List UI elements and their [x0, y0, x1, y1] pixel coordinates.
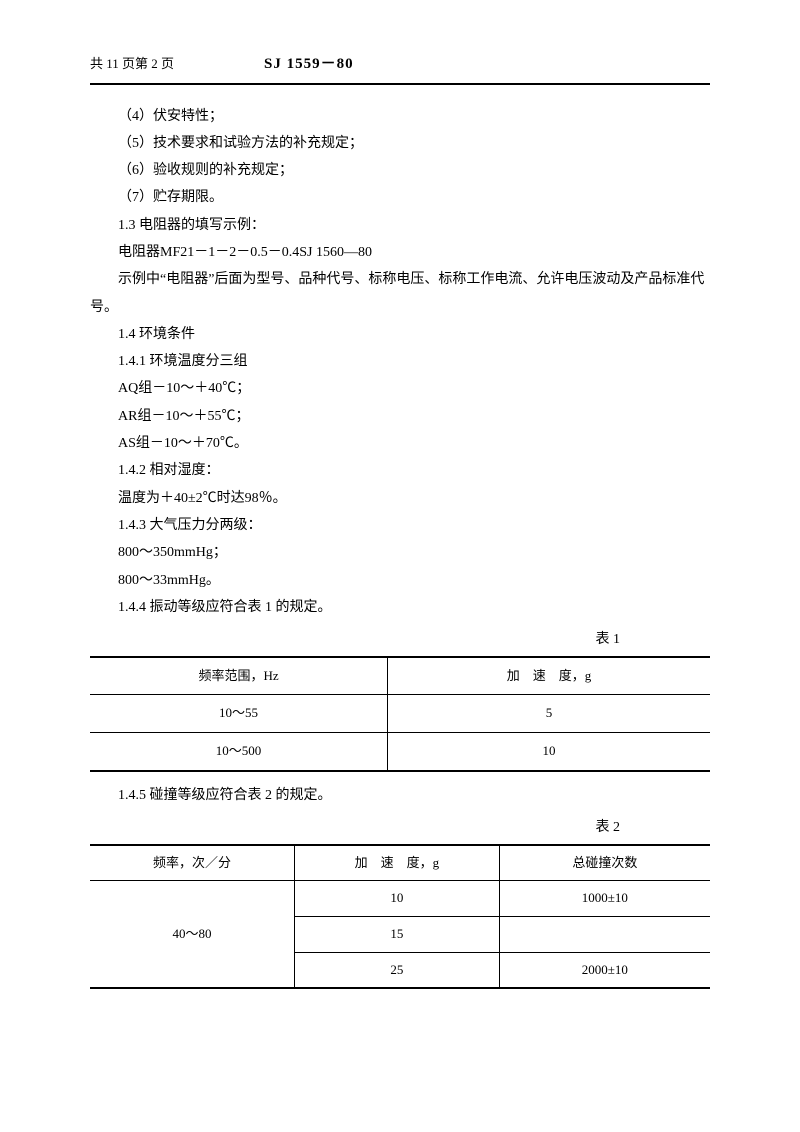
- para: 示例中“电阻器”后面为型号、品种代号、标称电压、标称工作电流、允许电压波动及产品…: [90, 266, 710, 321]
- cell: [499, 917, 710, 953]
- col-header: 加 速 度，g: [388, 657, 710, 695]
- para: 1.4.5 碰撞等级应符合表 2 的规定。: [90, 782, 710, 809]
- para: AS组－10～＋70℃。: [90, 430, 710, 457]
- para: 1.4.3 大气压力分两级：: [90, 512, 710, 539]
- cell: 15: [295, 917, 500, 953]
- para: 1.3 电阻器的填写示例：: [90, 212, 710, 239]
- table-row: 40～80 10 1000±10: [90, 881, 710, 917]
- table-row: 10～55 5: [90, 695, 710, 733]
- table-1: 频率范围，Hz 加 速 度，g 10～55 5 10～500 10: [90, 656, 710, 772]
- table-row: 10～500 10: [90, 733, 710, 771]
- para: 电阻器MF21－1－2－0.5－0.4SJ 1560—80: [90, 239, 710, 266]
- para: AR组－10～＋55℃；: [90, 403, 710, 430]
- para: （4）伏安特性；: [90, 103, 710, 130]
- header-rule: [90, 83, 710, 85]
- para: 1.4.4 振动等级应符合表 1 的规定。: [90, 594, 710, 621]
- para: 800～350mmHg；: [90, 539, 710, 566]
- col-header: 总碰撞次数: [499, 845, 710, 881]
- cell: 1000±10: [499, 881, 710, 917]
- cell: 2000±10: [499, 952, 710, 988]
- table1-caption: 表 1: [90, 627, 710, 654]
- cell: 5: [388, 695, 710, 733]
- mid-text: 1.4.5 碰撞等级应符合表 2 的规定。: [90, 782, 710, 809]
- cell: 10～55: [90, 695, 388, 733]
- cell: 10～500: [90, 733, 388, 771]
- table-header-row: 频率范围，Hz 加 速 度，g: [90, 657, 710, 695]
- col-header: 加 速 度，g: [295, 845, 500, 881]
- para: 温度为＋40±2℃时达98％。: [90, 485, 710, 512]
- cell: 10: [295, 881, 500, 917]
- table2-caption: 表 2: [90, 815, 710, 842]
- para: 1.4.2 相对湿度：: [90, 457, 710, 484]
- para: （6）验收规则的补充规定；: [90, 157, 710, 184]
- cell: 10: [388, 733, 710, 771]
- cell-freq: 40～80: [90, 881, 295, 989]
- para: （7）贮存期限。: [90, 184, 710, 211]
- para: 1.4.1 环境温度分三组: [90, 348, 710, 375]
- table-2: 频率，次／分 加 速 度，g 总碰撞次数 40～80 10 1000±10 15…: [90, 844, 710, 990]
- page-number: 共 11 页第 2 页: [90, 52, 174, 77]
- col-header: 频率范围，Hz: [90, 657, 388, 695]
- page-header: 共 11 页第 2 页 SJ 1559－80: [90, 50, 710, 79]
- para: 1.4 环境条件: [90, 321, 710, 348]
- cell: 25: [295, 952, 500, 988]
- standard-code: SJ 1559－80: [264, 50, 354, 79]
- table-header-row: 频率，次／分 加 速 度，g 总碰撞次数: [90, 845, 710, 881]
- col-header: 频率，次／分: [90, 845, 295, 881]
- body-text: （4）伏安特性； （5）技术要求和试验方法的补充规定； （6）验收规则的补充规定…: [90, 103, 710, 622]
- para: 800～33mmHg。: [90, 567, 710, 594]
- para: （5）技术要求和试验方法的补充规定；: [90, 130, 710, 157]
- para: AQ组－10～＋40℃；: [90, 375, 710, 402]
